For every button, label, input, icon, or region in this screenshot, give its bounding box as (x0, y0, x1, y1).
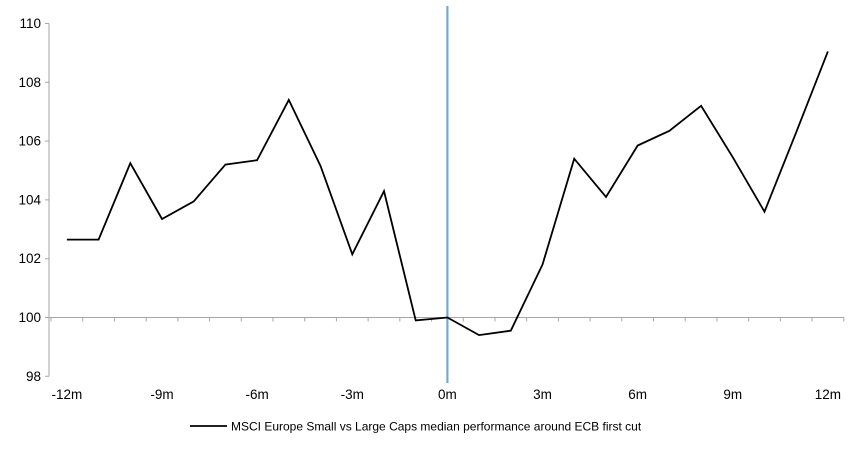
x-axis-label: 0m (438, 387, 457, 402)
x-axis-label: -12m (51, 387, 82, 402)
x-axis-label: 6m (628, 387, 647, 402)
x-axis-label: 3m (533, 387, 552, 402)
y-axis-label: 106 (18, 134, 41, 149)
series-line (66, 51, 829, 337)
y-axis-label: 102 (18, 251, 41, 266)
x-axis-label: -6m (246, 387, 269, 402)
legend-label: MSCI Europe Small vs Large Caps median p… (231, 420, 642, 434)
x-axis-label: -9m (150, 387, 173, 402)
y-axis-label: 104 (18, 192, 41, 207)
x-axis-label: 9m (723, 387, 742, 402)
x-axis-label: -3m (341, 387, 364, 402)
y-axis-label: 110 (19, 16, 41, 31)
y-axis-label: 100 (18, 310, 41, 325)
x-axis-label: 12m (815, 387, 841, 402)
y-axis-label: 98 (26, 369, 41, 384)
y-axis-label: 108 (18, 75, 41, 90)
